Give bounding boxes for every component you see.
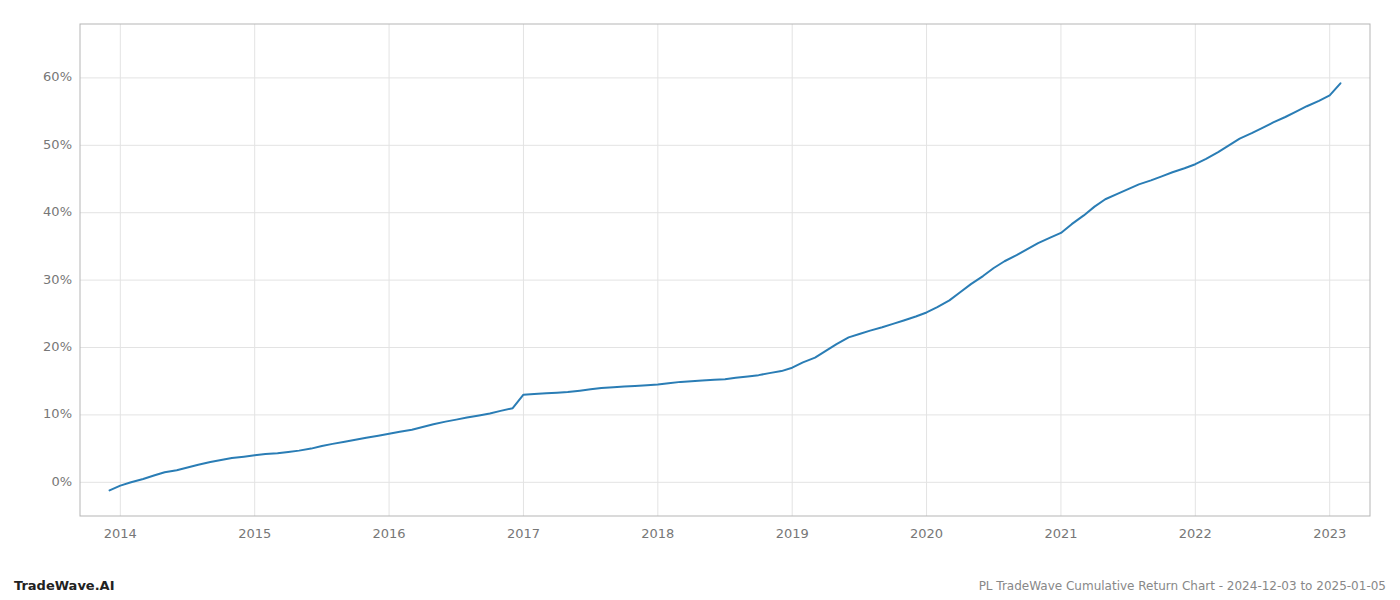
grid-line-y [80,347,1370,348]
grid-line-x [792,24,793,516]
x-tick-label: 2019 [776,526,809,541]
grid-line-x [1329,24,1330,516]
x-tick-label: 2015 [238,526,271,541]
x-tick-label: 2016 [373,526,406,541]
grid-line-y [80,77,1370,78]
grid-line-x [657,24,658,516]
y-tick-label: 40% [43,204,72,219]
y-tick-label: 60% [43,69,72,84]
x-tick-label: 2023 [1313,526,1346,541]
grid-line-y [80,212,1370,213]
data-layer [110,83,1341,490]
plot-frame [80,24,1370,516]
x-tick-label: 2021 [1044,526,1077,541]
grid-line-x [1060,24,1061,516]
grid [80,24,1370,516]
grid-line-y [80,280,1370,281]
grid-line-x [120,24,121,516]
grid-line-x [926,24,927,516]
y-tick-label: 20% [43,339,72,354]
grid-line-y [80,482,1370,483]
title: PL TradeWave Cumulative Return Chart - 2… [979,579,1386,593]
grid-line-x [1195,24,1196,516]
axes: 2014 2015 2016 2017 2018 2019 2020 2021 2022 2023… [43,69,1346,541]
grid-line-x [523,24,524,516]
y-tick-label: 10% [43,406,72,421]
y-tick-label: 30% [43,272,72,287]
grid-line-y [80,414,1370,415]
y-tick-label: 50% [43,137,72,152]
chart: 2014 2015 2016 2017 2018 2019 2020 2021 2022 2023… [0,0,1400,600]
return-line [110,83,1341,490]
watermark: TradeWave.AI [14,578,115,593]
x-tick-label: 2017 [507,526,540,541]
grid-line-y [80,145,1370,146]
x-tick-label: 2014 [104,526,137,541]
y-tick-label: 0% [51,474,72,489]
x-tick-label: 2018 [641,526,674,541]
x-tick-label: 2020 [910,526,943,541]
grid-line-x [254,24,255,516]
x-tick-label: 2022 [1179,526,1212,541]
grid-line-x [389,24,390,516]
